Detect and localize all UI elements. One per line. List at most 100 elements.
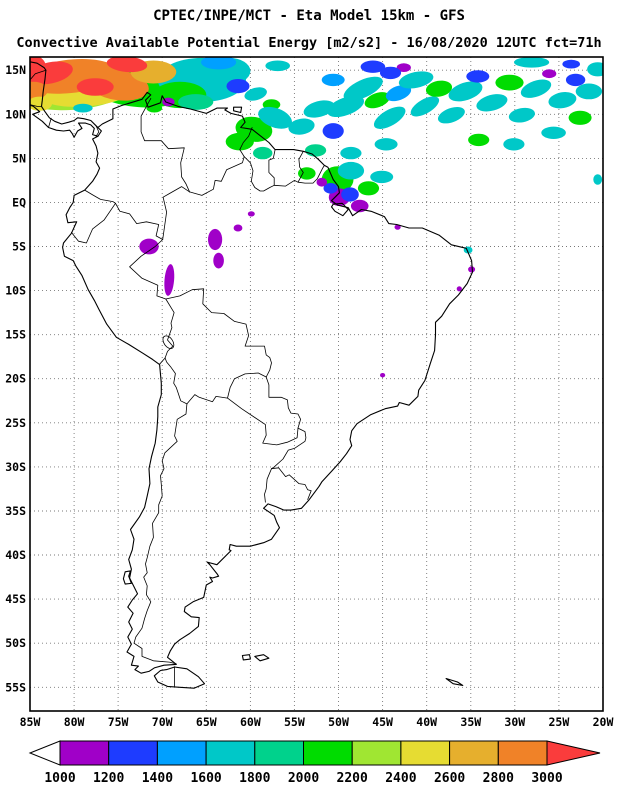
country-border [227, 372, 267, 399]
cape-region [565, 73, 586, 87]
country-border [30, 104, 42, 107]
cape-region [233, 224, 243, 232]
lat-tick-label: 25S [5, 416, 26, 430]
cape-region [213, 252, 224, 269]
cape-region [303, 100, 335, 118]
lat-tick-label: 40S [5, 548, 26, 562]
cape-region [398, 71, 434, 89]
cape-region [164, 264, 175, 296]
coastline [233, 106, 243, 114]
country-border [30, 69, 47, 81]
lon-tick-label: 60W [240, 715, 261, 729]
colorbar-over-arrow [546, 740, 601, 766]
cape-region [298, 167, 316, 180]
colorbar-tick-label: 1200 [93, 771, 124, 786]
cape-region [321, 73, 345, 87]
cape-region [503, 138, 525, 151]
cape-region [495, 74, 524, 91]
country-border [243, 156, 275, 192]
lat-tick-label: 5S [12, 240, 26, 254]
country-border [71, 202, 116, 244]
cape-region [364, 92, 390, 109]
lon-axis: 85W 80W 75W 70W 65W 60W 55W 50W 45W 40W 35W 30W 25W 2… [20, 715, 614, 729]
coastline [254, 654, 270, 662]
cape-region [548, 92, 577, 109]
coastline [241, 654, 251, 661]
colorbar: 1000 1200 1400 1600 1800 2000 2200 2400 2600 2800… [28, 740, 601, 786]
country-border [129, 239, 167, 300]
cape-region [380, 373, 386, 378]
cape-region [139, 238, 159, 255]
graticule [29, 57, 604, 711]
cape-region [327, 95, 365, 118]
country-border [164, 298, 175, 359]
country-border [162, 186, 190, 240]
cape-region [410, 96, 440, 117]
cape-region [178, 94, 214, 110]
cape-region [341, 187, 359, 202]
cape-region [226, 79, 250, 94]
colorbar-tick-label: 2000 [288, 771, 319, 786]
lon-tick-label: 50W [328, 715, 349, 729]
country-border [159, 357, 166, 365]
cape-shading [30, 57, 603, 378]
coastline [30, 104, 99, 138]
lake-titicaca [162, 335, 175, 349]
cape-region [437, 106, 465, 124]
cape-region [385, 85, 412, 102]
cape-region [514, 57, 550, 68]
lon-tick-label: 55W [284, 715, 305, 729]
colorbar-segment [254, 740, 305, 766]
cape-region [357, 181, 380, 196]
country-border [165, 288, 272, 378]
lat-tick-label: 20S [5, 372, 26, 386]
map-canvas: 15N 10N 5N EQ 5S 10S 15S 20S 25S 30S 35S 40S 45S 50S 5… [5, 56, 614, 729]
lon-tick-label: 20W [593, 715, 614, 729]
lon-tick-label: 25W [549, 715, 570, 729]
chart-header: CPTEC/INPE/MCT - Eta Model 15km - GFS Co… [0, 0, 618, 51]
cape-region [575, 83, 603, 100]
cape-region [225, 132, 254, 151]
cape-region [468, 133, 490, 147]
colorbar-segment [400, 740, 451, 766]
cape-region [258, 106, 292, 129]
country-border [115, 202, 164, 240]
colorbar-segment [59, 740, 110, 766]
country-border [95, 125, 100, 137]
colorbar-segment [303, 740, 353, 766]
cape-region [476, 94, 508, 112]
cape-region [322, 123, 344, 139]
cape-region [288, 118, 315, 135]
country-border [189, 156, 245, 196]
cape-region [340, 146, 362, 160]
cape-region [337, 161, 365, 180]
country-border [140, 98, 190, 193]
country-border [297, 150, 304, 183]
country-border [48, 117, 52, 128]
lat-tick-label: 15S [5, 328, 26, 342]
colorbar-segment [497, 740, 548, 766]
cape-region [106, 57, 148, 73]
lat-tick-label: 55S [5, 680, 26, 694]
cape-region [73, 103, 93, 113]
cape-region [247, 211, 255, 217]
lat-axis: 15N 10N 5N EQ 5S 10S 15S 20S 25S 30S 35S 40S 45S 50S 5… [5, 63, 26, 694]
country-border [265, 376, 301, 429]
cape-region [562, 59, 580, 69]
cape-region [76, 78, 114, 96]
cape-region [520, 79, 552, 98]
cape-region [396, 63, 411, 72]
country-border [227, 397, 299, 446]
cape-region [350, 199, 369, 213]
lon-tick-label: 70W [152, 715, 173, 729]
lon-tick-label: 45W [372, 715, 393, 729]
colorbar-tick-label: 3000 [531, 771, 562, 786]
lat-tick-label: 5N [12, 151, 26, 165]
lon-tick-label: 40W [416, 715, 437, 729]
country-border [297, 165, 325, 184]
lat-tick-label: 45S [5, 592, 26, 606]
cape-region [466, 70, 490, 83]
coastline [330, 202, 349, 217]
lon-tick-label: 75W [108, 715, 129, 729]
